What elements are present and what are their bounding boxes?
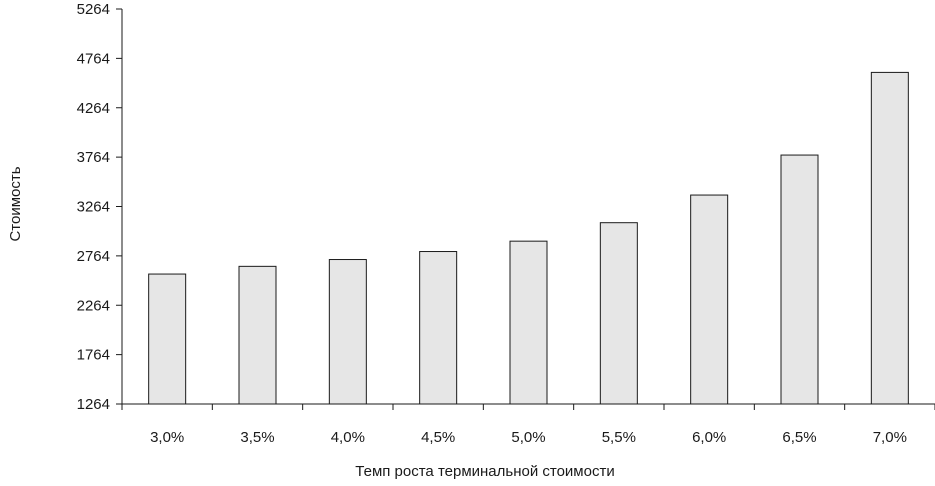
bar [870, 71, 909, 405]
y-tick-label: 2764 [77, 248, 110, 265]
bar [238, 265, 277, 405]
bar [690, 194, 729, 405]
y-tick-label: 4764 [77, 50, 110, 67]
y-tick-label: 3264 [77, 199, 110, 216]
bar [148, 273, 187, 405]
y-tick-label: 4264 [77, 100, 110, 117]
bars [148, 71, 909, 405]
x-category-label: 4,5% [421, 429, 455, 446]
x-category-label: 7,0% [873, 429, 907, 446]
x-category-label: 5,5% [602, 429, 636, 446]
x-category-label: 6,5% [782, 429, 816, 446]
y-tick-label: 1264 [77, 396, 110, 413]
x-category-label: 4,0% [331, 429, 365, 446]
y-tick-label: 1764 [77, 347, 110, 364]
bar [599, 222, 638, 405]
bar [780, 154, 819, 405]
bar [419, 251, 458, 405]
y-tick-label: 3764 [77, 149, 110, 166]
y-tick-label: 5264 [77, 1, 110, 18]
y-tick-label: 2264 [77, 297, 110, 314]
x-axis-title: Темп роста терминальной стоимости [355, 463, 614, 480]
x-category-label: 6,0% [692, 429, 726, 446]
x-category-label: 3,5% [240, 429, 274, 446]
bar [509, 240, 548, 405]
bar [328, 259, 367, 405]
x-axis: 3,0% 3,5% 4,0% 4,5% 5,0% 5,5% 6,0% 6,5% 7,0% [121, 403, 935, 446]
y-axis: 1264 1764 2264 2764 3264 3764 4264 4764 5264 [77, 1, 123, 413]
y-axis-title: Стоимость [7, 166, 24, 241]
x-category-label: 5,0% [511, 429, 545, 446]
x-category-label: 3,0% [150, 429, 184, 446]
